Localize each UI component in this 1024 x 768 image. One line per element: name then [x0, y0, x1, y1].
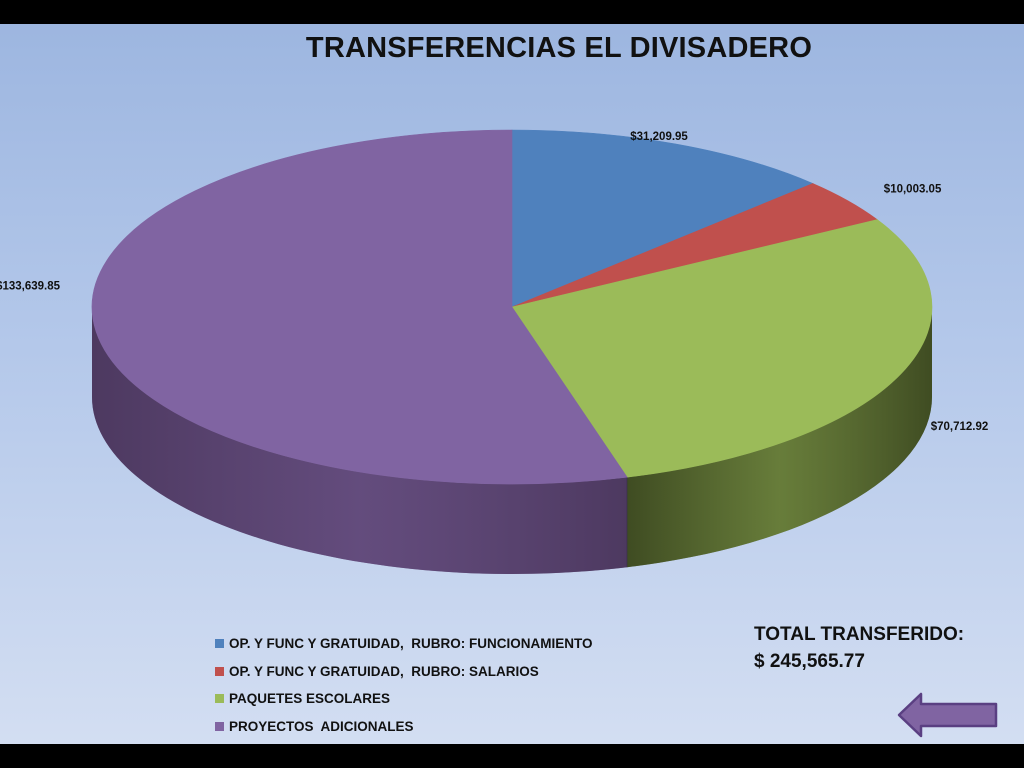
data-label: $133,639.85 [0, 281, 61, 293]
total-value: $ 245,565.77 [754, 651, 865, 672]
legend-label: OP. Y FUNC Y GRATUIDAD, RUBRO: SALARIOS [229, 663, 539, 679]
legend-swatch [215, 639, 224, 649]
legend-item: PROYECTOS ADICIONALES [215, 713, 593, 741]
legend-item: OP. Y FUNC Y GRATUIDAD, RUBRO: FUNCIONAM… [215, 630, 593, 658]
data-label: $10,003.05 [884, 184, 942, 196]
left-arrow-icon[interactable] [897, 692, 999, 738]
total-transferred: TOTAL TRANSFERIDO: $ 245,565.77 [754, 621, 964, 675]
pie-slice [91, 129, 628, 485]
pie-slice [511, 219, 933, 478]
pie-slice [511, 129, 814, 308]
pie-top [91, 129, 933, 485]
pie-chart: $31,209.95 $10,003.05 $70,712.92 $133,639.8… [0, 129, 989, 574]
legend-label: PROYECTOS ADICIONALES [229, 718, 414, 734]
slide: TRANSFERENCIAS EL DIVISADERO $31,209.95 $… [0, 24, 1024, 744]
data-label: $31,209.95 [630, 131, 688, 143]
legend-swatch [215, 694, 224, 704]
legend-swatch [215, 721, 224, 731]
legend-item: PAQUETES ESCOLARES [215, 685, 593, 713]
pie-side-shade [92, 307, 628, 574]
legend-swatch [215, 666, 224, 676]
legend-label: PAQUETES ESCOLARES [229, 691, 391, 707]
total-label: TOTAL TRANSFERIDO: [754, 624, 965, 645]
legend-label: OP. Y FUNC Y GRATUIDAD, RUBRO: FUNCIONAM… [229, 636, 593, 652]
data-label: $70,712.92 [931, 421, 989, 433]
legend: OP. Y FUNC Y GRATUIDAD, RUBRO: FUNCIONAM… [215, 630, 593, 740]
chart-title: TRANSFERENCIAS EL DIVISADERO [305, 32, 813, 64]
pie-side-walls [92, 307, 932, 574]
legend-item: OP. Y FUNC Y GRATUIDAD, RUBRO: SALARIOS [215, 658, 593, 686]
pie-side-shade [627, 307, 932, 568]
